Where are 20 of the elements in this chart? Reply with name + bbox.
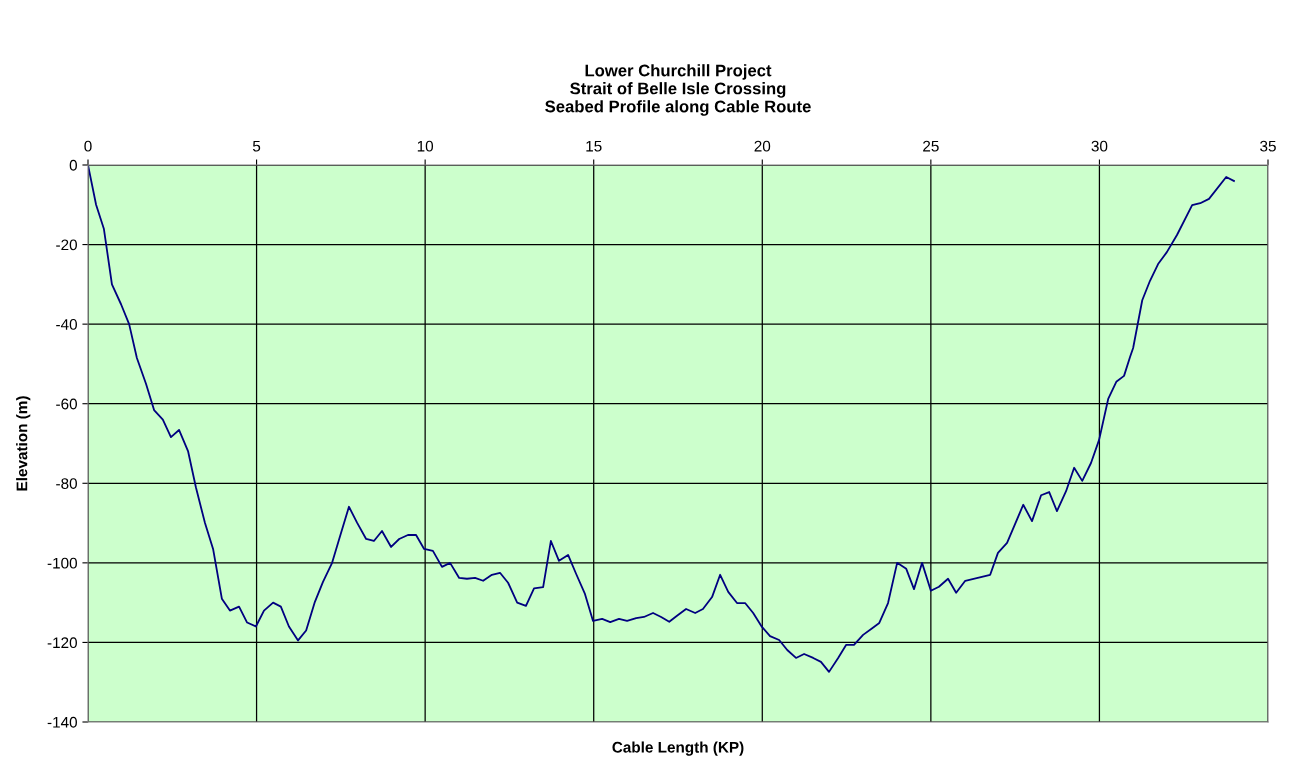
x-axis-title: Cable Length (KP): [612, 741, 744, 756]
x-tick-label: 25: [923, 140, 939, 152]
y-tick-label: -80: [56, 478, 77, 489]
x-tick-label: 15: [586, 140, 602, 152]
y-tick-label: -40: [56, 319, 77, 330]
x-tick-label: 20: [754, 140, 771, 152]
y-tick-label: -120: [47, 637, 77, 649]
y-axis-title: Elevation (m): [16, 396, 31, 491]
y-tick-label: -100: [47, 557, 77, 569]
x-tick-label: 5: [252, 140, 261, 152]
chart-title: Lower Churchill Project Strait of Belle Isle Crossing Seabed Profile along Cable Route: [545, 64, 811, 116]
x-tick-label: 30: [1091, 140, 1108, 152]
y-tick-label: -60: [56, 398, 77, 410]
x-tick-label: 0: [84, 140, 92, 152]
x-tick-label: 10: [417, 140, 434, 152]
y-tick-label: -20: [56, 239, 77, 251]
line-series: [88, 165, 1235, 673]
y-tick-label: -140: [47, 716, 77, 728]
x-tick-label: 35: [1260, 140, 1276, 152]
y-tick-label: 0: [69, 159, 77, 171]
